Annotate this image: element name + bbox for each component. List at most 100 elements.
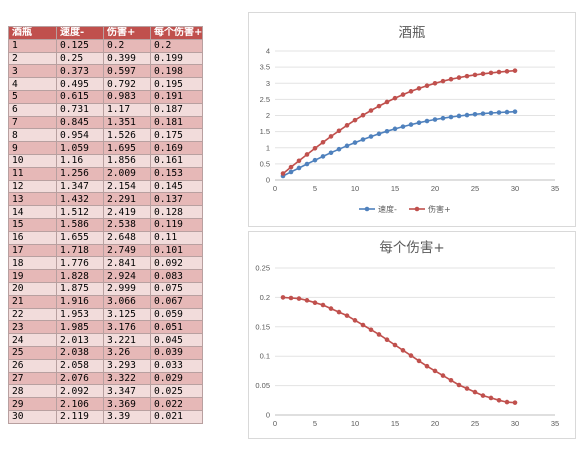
table-cell[interactable]: 2.841 — [103, 256, 151, 271]
table-cell[interactable]: 2.038 — [56, 345, 104, 360]
table-cell[interactable]: 0.198 — [149, 64, 204, 79]
table-cell[interactable]: 0.373 — [56, 64, 104, 79]
table-cell[interactable]: 0.187 — [149, 102, 204, 117]
table-cell[interactable]: 0.191 — [149, 89, 204, 104]
table-cell[interactable]: 0.495 — [56, 77, 104, 91]
table-cell[interactable]: 16 — [8, 230, 57, 245]
table-cell[interactable]: 0.101 — [149, 243, 204, 258]
table-cell[interactable]: 2.419 — [103, 205, 151, 219]
table-cell[interactable]: 24 — [8, 333, 57, 347]
table-cell[interactable]: 0.195 — [149, 77, 204, 91]
table-cell[interactable]: 0.399 — [103, 51, 151, 66]
table-cell[interactable]: 0.199 — [149, 51, 204, 66]
table-cell[interactable]: 9 — [8, 141, 57, 155]
header-cell[interactable]: 速度- — [56, 26, 104, 40]
table-cell[interactable]: 2.013 — [56, 333, 104, 347]
chart-panel-2[interactable]: 每个伤害+ 0 0.05 0.1 0.15 0.2 0.25 0 5 10 15 20 25 30 35 — [248, 231, 576, 439]
table-cell[interactable]: 0.2 — [103, 38, 151, 53]
table-cell[interactable]: 3.39 — [103, 409, 151, 424]
table-cell[interactable]: 27 — [8, 371, 57, 386]
header-cell[interactable]: 伤害+ — [103, 26, 151, 40]
table-cell[interactable]: 0.153 — [149, 166, 204, 181]
table-cell[interactable]: 0.067 — [149, 294, 204, 309]
header-cell[interactable]: 每个伤害+ — [149, 26, 204, 40]
table-cell[interactable]: 19 — [8, 269, 57, 283]
table-cell[interactable]: 2.291 — [103, 192, 151, 207]
table-cell[interactable]: 0.022 — [149, 397, 204, 411]
table-cell[interactable]: 0.169 — [149, 141, 204, 155]
table-cell[interactable]: 1.856 — [103, 153, 151, 168]
table-cell[interactable]: 2.119 — [56, 409, 104, 424]
table-cell[interactable]: 4 — [8, 77, 57, 91]
table-cell[interactable]: 3.066 — [103, 294, 151, 309]
table-cell[interactable]: 1.828 — [56, 269, 104, 283]
table-cell[interactable]: 0.161 — [149, 153, 204, 168]
table-cell[interactable]: 7 — [8, 115, 57, 130]
table-cell[interactable]: 2.154 — [103, 179, 151, 194]
table-cell[interactable]: 17 — [8, 243, 57, 258]
table-cell[interactable]: 2 — [8, 51, 57, 66]
table-cell[interactable]: 0.025 — [149, 384, 204, 399]
table-cell[interactable]: 3.176 — [103, 320, 151, 335]
table-cell[interactable]: 2.538 — [103, 217, 151, 232]
table-cell[interactable]: 3.26 — [103, 345, 151, 360]
table-cell[interactable]: 1.776 — [56, 256, 104, 271]
table-cell[interactable]: 2.058 — [56, 358, 104, 373]
table-cell[interactable]: 0.029 — [149, 371, 204, 386]
table-cell[interactable]: 12 — [8, 179, 57, 194]
table-cell[interactable]: 1.695 — [103, 141, 151, 155]
table-cell[interactable]: 2.009 — [103, 166, 151, 181]
table-cell[interactable]: 0.792 — [103, 77, 151, 91]
table-cell[interactable]: 3.293 — [103, 358, 151, 373]
table-cell[interactable]: 15 — [8, 217, 57, 232]
table-cell[interactable]: 2.648 — [103, 230, 151, 245]
table-cell[interactable]: 3.125 — [103, 307, 151, 322]
table-cell[interactable]: 26 — [8, 358, 57, 373]
table-cell[interactable]: 29 — [8, 397, 57, 411]
table-cell[interactable]: 0.119 — [149, 217, 204, 232]
table-cell[interactable]: 1.916 — [56, 294, 104, 309]
table-cell[interactable]: 0.125 — [56, 38, 104, 53]
table-cell[interactable]: 0.051 — [149, 320, 204, 335]
table-cell[interactable]: 10 — [8, 153, 57, 168]
table-cell[interactable]: 0.021 — [149, 409, 204, 424]
chart-panel-1[interactable]: 酒瓶 0 0.5 1 1.5 2 2.5 3 3.5 4 0 5 10 15 20 25 30 35 速度- 伤害+ — [248, 12, 576, 227]
table-cell[interactable]: 0.2 — [149, 38, 204, 53]
table-cell[interactable]: 0.075 — [149, 281, 204, 296]
table-cell[interactable]: 1.875 — [56, 281, 104, 296]
header-cell[interactable]: 酒瓶 — [8, 26, 57, 40]
table-cell[interactable]: 20 — [8, 281, 57, 296]
table-cell[interactable]: 8 — [8, 128, 57, 143]
table-cell[interactable]: 1.16 — [56, 153, 104, 168]
table-cell[interactable]: 2.999 — [103, 281, 151, 296]
table-cell[interactable]: 1.586 — [56, 217, 104, 232]
table-cell[interactable]: 0.181 — [149, 115, 204, 130]
table-cell[interactable]: 2.106 — [56, 397, 104, 411]
table-cell[interactable]: 0.11 — [149, 230, 204, 245]
table-cell[interactable]: 0.039 — [149, 345, 204, 360]
table-cell[interactable]: 0.083 — [149, 269, 204, 283]
table-cell[interactable]: 30 — [8, 409, 57, 424]
table-cell[interactable]: 0.615 — [56, 89, 104, 104]
table-cell[interactable]: 0.983 — [103, 89, 151, 104]
table-cell[interactable]: 3.347 — [103, 384, 151, 399]
table-cell[interactable]: 1.953 — [56, 307, 104, 322]
table-cell[interactable]: 1 — [8, 38, 57, 53]
table-cell[interactable]: 0.045 — [149, 333, 204, 347]
table-cell[interactable]: 2.749 — [103, 243, 151, 258]
table-cell[interactable]: 28 — [8, 384, 57, 399]
table-cell[interactable]: 1.351 — [103, 115, 151, 130]
table-cell[interactable]: 3.369 — [103, 397, 151, 411]
table-cell[interactable]: 0.128 — [149, 205, 204, 219]
table-cell[interactable]: 0.092 — [149, 256, 204, 271]
table-cell[interactable]: 0.597 — [103, 64, 151, 79]
table-cell[interactable]: 1.432 — [56, 192, 104, 207]
table-cell[interactable]: 1.718 — [56, 243, 104, 258]
table-cell[interactable]: 1.985 — [56, 320, 104, 335]
table-cell[interactable]: 0.137 — [149, 192, 204, 207]
table-cell[interactable]: 21 — [8, 294, 57, 309]
table-cell[interactable]: 3.221 — [103, 333, 151, 347]
table-cell[interactable]: 0.175 — [149, 128, 204, 143]
table-cell[interactable]: 1.512 — [56, 205, 104, 219]
table-cell[interactable]: 1.347 — [56, 179, 104, 194]
